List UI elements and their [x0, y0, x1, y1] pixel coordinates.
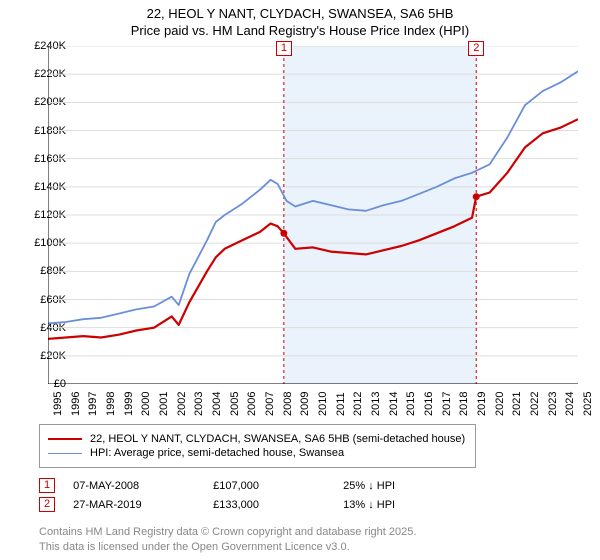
legend-item-hpi: HPI: Average price, semi-detached house,…: [48, 447, 465, 459]
x-tick-label: 2006: [246, 392, 258, 416]
x-tick-label: 2004: [211, 392, 223, 416]
x-tick-label: 2001: [158, 392, 170, 416]
title-line-2: Price paid vs. HM Land Registry's House …: [0, 23, 600, 40]
legend-label-price-paid: 22, HEOL Y NANT, CLYDACH, SWANSEA, SA6 5…: [90, 433, 465, 445]
x-tick-label: 2025: [582, 392, 594, 416]
legend-item-price-paid: 22, HEOL Y NANT, CLYDACH, SWANSEA, SA6 5…: [48, 433, 465, 445]
x-tick-label: 2008: [282, 392, 294, 416]
transaction-price: £133,000: [213, 499, 343, 511]
x-tick-label: 2007: [264, 392, 276, 416]
x-tick-label: 1996: [70, 392, 82, 416]
x-tick-label: 2024: [564, 392, 576, 416]
x-tick-label: 2005: [229, 392, 241, 416]
x-tick-label: 2017: [441, 392, 453, 416]
title-line-1: 22, HEOL Y NANT, CLYDACH, SWANSEA, SA6 5…: [0, 6, 600, 23]
legend-swatch-hpi: [48, 453, 82, 454]
x-tick-label: 2023: [547, 392, 559, 416]
plot-area: 12: [48, 46, 578, 384]
legend-label-hpi: HPI: Average price, semi-detached house,…: [90, 447, 344, 459]
transaction-date: 07-MAY-2008: [73, 480, 213, 492]
x-tick-label: 2014: [388, 392, 400, 416]
x-tick-label: 2021: [511, 392, 523, 416]
x-tick-label: 1998: [105, 392, 117, 416]
chart-svg: [48, 46, 578, 384]
x-tick-label: 1999: [123, 392, 135, 416]
x-tick-label: 2015: [405, 392, 417, 416]
transaction-rows: 1 07-MAY-2008 £107,000 25% ↓ HPI 2 27-MA…: [39, 474, 395, 516]
transaction-price: £107,000: [213, 480, 343, 492]
x-tick-label: 2011: [335, 392, 347, 416]
transaction-row: 1 07-MAY-2008 £107,000 25% ↓ HPI: [39, 478, 395, 493]
x-tick-label: 2022: [529, 392, 541, 416]
x-tick-label: 1995: [52, 392, 64, 416]
x-tick-label: 2002: [176, 392, 188, 416]
legend-swatch-price-paid: [48, 438, 82, 440]
x-tick-label: 2016: [423, 392, 435, 416]
chart-container: 22, HEOL Y NANT, CLYDACH, SWANSEA, SA6 5…: [0, 0, 600, 560]
transaction-row: 2 27-MAR-2019 £133,000 13% ↓ HPI: [39, 497, 395, 512]
transaction-marker: 2: [39, 497, 55, 512]
footer-line-1: Contains HM Land Registry data © Crown c…: [39, 525, 416, 539]
x-tick-label: 2019: [476, 392, 488, 416]
chart-marker-2: 2: [468, 41, 484, 56]
transaction-date: 27-MAR-2019: [73, 499, 213, 511]
chart-title: 22, HEOL Y NANT, CLYDACH, SWANSEA, SA6 5…: [0, 0, 600, 40]
transaction-delta: 25% ↓ HPI: [343, 480, 395, 492]
chart-marker-1: 1: [276, 41, 292, 56]
x-tick-label: 2010: [317, 392, 329, 416]
x-tick-label: 2020: [494, 392, 506, 416]
transaction-marker: 1: [39, 478, 55, 493]
x-tick-label: 2018: [458, 392, 470, 416]
footer: Contains HM Land Registry data © Crown c…: [39, 525, 416, 554]
x-tick-label: 1997: [87, 392, 99, 416]
legend: 22, HEOL Y NANT, CLYDACH, SWANSEA, SA6 5…: [39, 424, 476, 468]
footer-line-2: This data is licensed under the Open Gov…: [39, 540, 416, 554]
x-tick-label: 2012: [352, 392, 364, 416]
x-tick-label: 2000: [140, 392, 152, 416]
x-tick-label: 2003: [193, 392, 205, 416]
x-tick-label: 2009: [299, 392, 311, 416]
transaction-delta: 13% ↓ HPI: [343, 499, 395, 511]
x-tick-label: 2013: [370, 392, 382, 416]
